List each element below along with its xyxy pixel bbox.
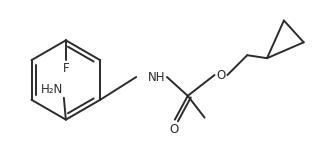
- Text: O: O: [217, 68, 226, 82]
- Text: O: O: [169, 123, 178, 136]
- Text: NH: NH: [148, 71, 166, 83]
- Text: F: F: [63, 62, 69, 75]
- Text: H₂N: H₂N: [41, 83, 63, 96]
